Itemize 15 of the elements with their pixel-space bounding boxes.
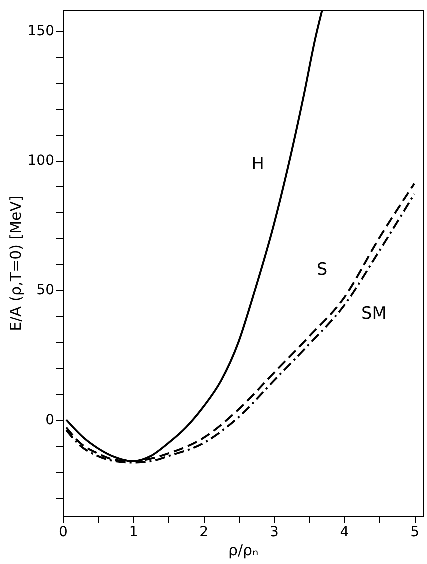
- x-tick-label: 2: [200, 524, 209, 540]
- y-tick-label: 50: [36, 282, 54, 299]
- y-tick-label: 100: [28, 153, 54, 170]
- y-tick-label: 0: [46, 412, 54, 428]
- x-tick-label: 1: [129, 524, 138, 540]
- series-label: S: [316, 260, 328, 280]
- x-tick-label: 5: [410, 524, 420, 540]
- x-tick-label: 0: [59, 524, 68, 540]
- x-tick-label: 4: [340, 524, 350, 540]
- y-axis-title: E/A (ρ,T=0) [MeV]: [6, 196, 25, 332]
- series-label: H: [252, 154, 264, 174]
- series-label: SM: [362, 304, 387, 324]
- y-tick-label: 150: [28, 23, 54, 40]
- x-axis-title: ρ/ρₙ: [228, 542, 259, 560]
- x-tick-label: 3: [270, 524, 279, 540]
